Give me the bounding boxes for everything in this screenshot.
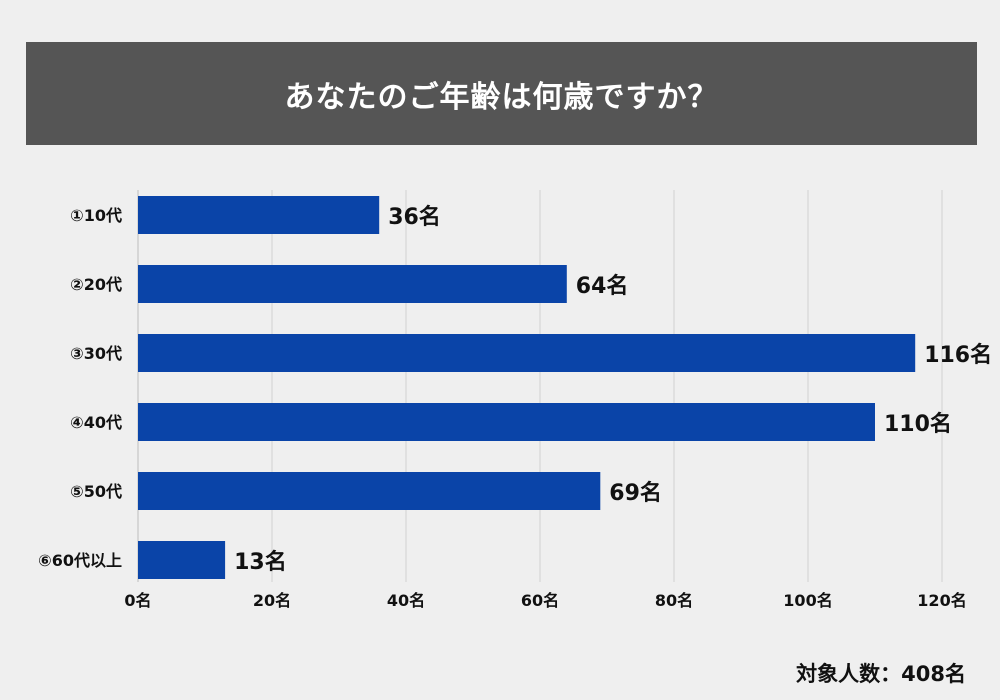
respondent-count: 対象人数：408名 bbox=[796, 662, 966, 686]
x-tick-label: 60名 bbox=[521, 591, 559, 610]
x-tick-label: 20名 bbox=[253, 591, 291, 610]
category-label: ④40代 bbox=[70, 413, 122, 432]
x-tick-label: 40名 bbox=[387, 591, 425, 610]
category-label: ②20代 bbox=[70, 275, 122, 294]
value-label: 69名 bbox=[609, 480, 662, 506]
bar bbox=[138, 334, 916, 372]
chart-title: あなたのご年齢は何歳ですか？ bbox=[26, 42, 977, 145]
x-tick-label: 120名 bbox=[917, 591, 966, 610]
category-label: ⑤50代 bbox=[70, 482, 122, 501]
value-label: 36名 bbox=[388, 204, 441, 230]
x-tick-label: 0名 bbox=[124, 591, 151, 610]
value-label: 64名 bbox=[576, 273, 629, 299]
bar bbox=[138, 541, 226, 579]
category-label: ⑥60代以上 bbox=[38, 551, 122, 570]
bar bbox=[138, 472, 601, 510]
value-label: 110名 bbox=[884, 411, 952, 437]
value-label: 116名 bbox=[924, 342, 992, 368]
x-tick-label: 100名 bbox=[783, 591, 832, 610]
category-label: ①10代 bbox=[70, 206, 122, 225]
bar bbox=[138, 403, 875, 441]
value-label: 13名 bbox=[234, 549, 287, 575]
category-label: ③30代 bbox=[70, 344, 122, 363]
bar bbox=[138, 196, 380, 234]
x-tick-label: 80名 bbox=[655, 591, 693, 610]
bar bbox=[138, 265, 567, 303]
